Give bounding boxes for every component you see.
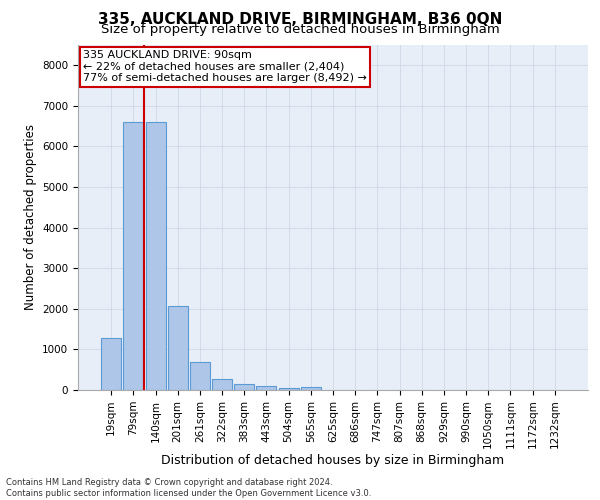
X-axis label: Distribution of detached houses by size in Birmingham: Distribution of detached houses by size …	[161, 454, 505, 467]
Text: Contains HM Land Registry data © Crown copyright and database right 2024.
Contai: Contains HM Land Registry data © Crown c…	[6, 478, 371, 498]
Bar	[124, 122, 143, 390]
Bar	[278, 388, 299, 390]
Bar	[234, 384, 254, 390]
Bar	[212, 379, 232, 390]
Bar	[301, 388, 321, 390]
Bar	[146, 122, 166, 390]
Bar	[168, 306, 188, 390]
Text: 335 AUCKLAND DRIVE: 90sqm
← 22% of detached houses are smaller (2,404)
77% of se: 335 AUCKLAND DRIVE: 90sqm ← 22% of detac…	[83, 50, 367, 84]
Text: Size of property relative to detached houses in Birmingham: Size of property relative to detached ho…	[101, 22, 499, 36]
Bar	[256, 386, 277, 390]
Bar	[101, 338, 121, 390]
Text: 335, AUCKLAND DRIVE, BIRMINGHAM, B36 0QN: 335, AUCKLAND DRIVE, BIRMINGHAM, B36 0QN	[98, 12, 502, 28]
Bar	[190, 362, 210, 390]
Y-axis label: Number of detached properties: Number of detached properties	[23, 124, 37, 310]
